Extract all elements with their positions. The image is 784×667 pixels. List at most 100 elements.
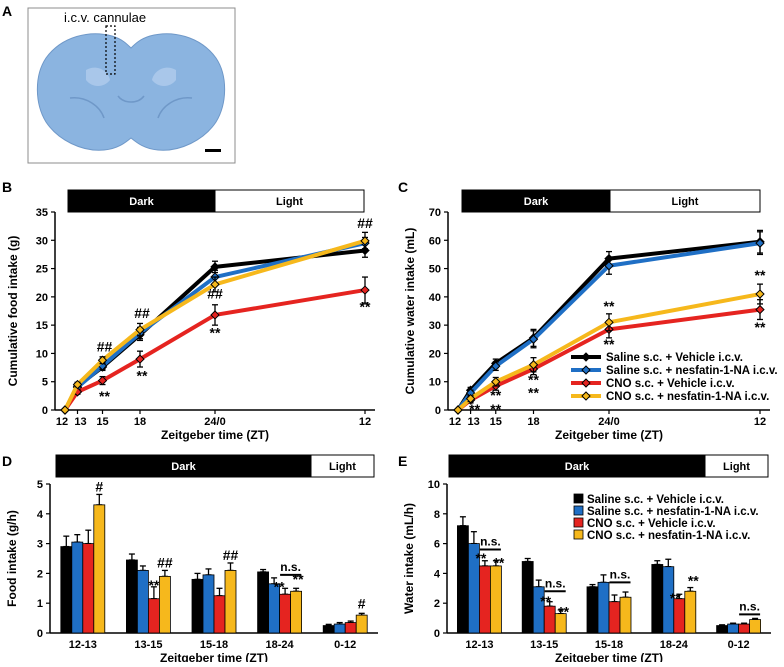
y-tick-label: 50 bbox=[429, 264, 441, 276]
bar-4 bbox=[158, 575, 171, 634]
bar-1 bbox=[456, 525, 469, 634]
x-tick-label: 18-24 bbox=[660, 639, 689, 651]
ns-label: n.s. bbox=[739, 599, 760, 613]
significance-mark: ** bbox=[148, 577, 159, 593]
y-tick-label: 70 bbox=[429, 207, 441, 219]
y-axis-title: Cumulative food intake (g) bbox=[6, 236, 20, 387]
bar-4 bbox=[93, 504, 106, 634]
y-tick-label: 2 bbox=[434, 598, 440, 610]
bar-2 bbox=[71, 541, 84, 634]
legend-marker-3 bbox=[581, 378, 591, 388]
light-phase-bar bbox=[310, 454, 375, 478]
bar-1 bbox=[322, 625, 335, 634]
significance-mark: ** bbox=[688, 572, 699, 588]
bar-3 bbox=[608, 601, 621, 634]
y-tick-label: 35 bbox=[36, 207, 48, 219]
chart-e: Dark Light 0 2 4 6 8 10 Water intake (mL/h) 12-13… bbox=[402, 454, 771, 665]
scale-bar bbox=[205, 149, 221, 152]
x-axis-title: Zeitgeber time (ZT) bbox=[555, 428, 663, 442]
x-tick-label: 0-12 bbox=[334, 639, 356, 651]
legend-label-1: Saline s.c. + Vehicle i.c.v. bbox=[587, 494, 724, 506]
bar-1 bbox=[521, 561, 534, 634]
light-phase-bar bbox=[214, 189, 365, 213]
legend-swatch-1 bbox=[573, 493, 584, 504]
x-tick-label: 15-18 bbox=[200, 639, 228, 651]
bar-2 bbox=[727, 623, 739, 634]
light-phase-label: Light bbox=[329, 461, 356, 473]
significance-mark: ** bbox=[755, 319, 766, 335]
panel-label-b: B bbox=[2, 179, 12, 195]
significance-mark: # bbox=[95, 478, 103, 494]
chart-c: Dark Light 0 10 20 30 40 50 60 70 Cumulative water… bbox=[403, 189, 770, 442]
significance-mark: ## bbox=[97, 339, 113, 355]
x-tick-label: 24/0 bbox=[598, 416, 619, 428]
bar-3 bbox=[738, 623, 750, 634]
data-point bbox=[72, 379, 83, 390]
legend-swatch-4 bbox=[573, 529, 584, 540]
y-tick-label: 30 bbox=[36, 235, 48, 247]
y-axis-title: Cumulative water intake (mL) bbox=[403, 228, 417, 395]
bar-1 bbox=[257, 571, 270, 634]
bar-3 bbox=[344, 622, 357, 634]
ns-label: n.s. bbox=[545, 576, 566, 590]
bar-1 bbox=[191, 578, 204, 634]
significance-mark: ** bbox=[274, 578, 285, 594]
dark-phase-label: Dark bbox=[565, 461, 590, 473]
legend-label-2: Saline s.c. + nesfatin-1-NA i.c.v. bbox=[606, 365, 778, 377]
data-point bbox=[755, 304, 765, 315]
significance-mark: ## bbox=[134, 305, 150, 321]
x-tick-label: 12 bbox=[449, 416, 461, 428]
series-line-4 bbox=[63, 238, 366, 411]
series-line-3 bbox=[63, 288, 366, 412]
legend-marker-2 bbox=[581, 365, 591, 375]
data-point bbox=[528, 334, 539, 344]
y-tick-label: 10 bbox=[429, 377, 441, 389]
y-tick-label: 6 bbox=[434, 539, 440, 551]
y-tick-label: 15 bbox=[36, 320, 48, 332]
significance-mark: ** bbox=[604, 336, 615, 352]
legend-c: Saline s.c. + Vehicle i.c.v.Saline s.c. … bbox=[571, 352, 778, 403]
bar-3 bbox=[82, 543, 95, 634]
data-point bbox=[135, 324, 145, 335]
light-phase-label: Light bbox=[276, 196, 303, 208]
significance-mark: ** bbox=[540, 593, 551, 609]
ns-label: n.s. bbox=[480, 535, 501, 549]
bar-1 bbox=[716, 625, 728, 634]
light-phase-bar bbox=[609, 189, 761, 213]
x-tick-label: 15 bbox=[490, 416, 502, 428]
x-tick-label: 18-24 bbox=[266, 639, 295, 651]
y-tick-label: 40 bbox=[429, 292, 441, 304]
significance-mark: ** bbox=[528, 372, 539, 388]
significance-mark: ** bbox=[475, 550, 486, 566]
data-point bbox=[360, 285, 370, 295]
data-point bbox=[60, 405, 70, 415]
x-tick-label: 0-12 bbox=[728, 639, 750, 651]
bar-4 bbox=[619, 596, 632, 634]
y-tick-label: 3 bbox=[37, 539, 43, 551]
data-point bbox=[491, 361, 501, 371]
bar-4 bbox=[749, 619, 761, 634]
legend-label-3: CNO s.c. + Vehicle i.c.v. bbox=[587, 518, 716, 530]
cannulae-annotation: i.c.v. cannulae bbox=[64, 10, 146, 25]
dark-phase-label: Dark bbox=[129, 196, 154, 208]
bar-2 bbox=[136, 570, 149, 634]
y-tick-label: 0 bbox=[435, 405, 441, 417]
y-tick-label: 5 bbox=[42, 377, 48, 389]
significance-mark: ** bbox=[528, 384, 539, 400]
x-tick-label: 15-18 bbox=[595, 639, 623, 651]
y-tick-label: 8 bbox=[434, 509, 440, 521]
light-phase-label: Light bbox=[672, 196, 699, 208]
data-point bbox=[604, 317, 614, 328]
y-tick-label: 0 bbox=[37, 628, 43, 640]
x-tick-label: 12-13 bbox=[69, 639, 97, 651]
x-tick-label: 12 bbox=[359, 416, 371, 428]
cannula-outline bbox=[105, 25, 116, 75]
data-point bbox=[135, 354, 145, 364]
y-axis-title: Food intake (g/h) bbox=[5, 510, 19, 607]
dark-phase-label: Dark bbox=[524, 196, 549, 208]
x-tick-label: 12-13 bbox=[465, 639, 493, 651]
legend-label-4: CNO s.c. + nesfatin-1-NA i.c.v. bbox=[587, 530, 750, 542]
y-tick-label: 2 bbox=[37, 568, 43, 580]
data-point bbox=[465, 393, 476, 404]
